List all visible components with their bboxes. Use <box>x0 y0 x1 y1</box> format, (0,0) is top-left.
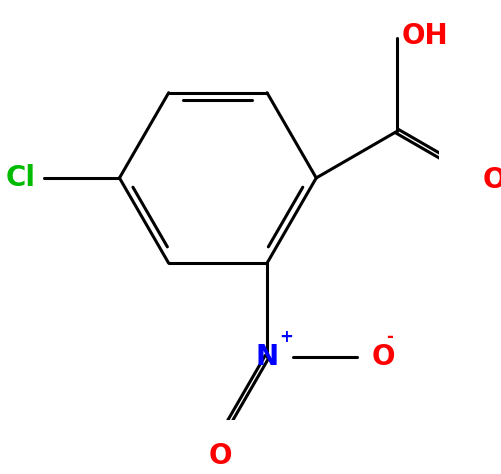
Text: +: + <box>280 328 293 346</box>
Text: OH: OH <box>402 22 448 50</box>
Text: N: N <box>256 343 279 371</box>
Text: O: O <box>372 343 395 371</box>
Text: O: O <box>482 166 501 194</box>
Text: O: O <box>208 442 232 470</box>
Text: Cl: Cl <box>6 164 36 192</box>
Text: -: - <box>386 328 393 346</box>
